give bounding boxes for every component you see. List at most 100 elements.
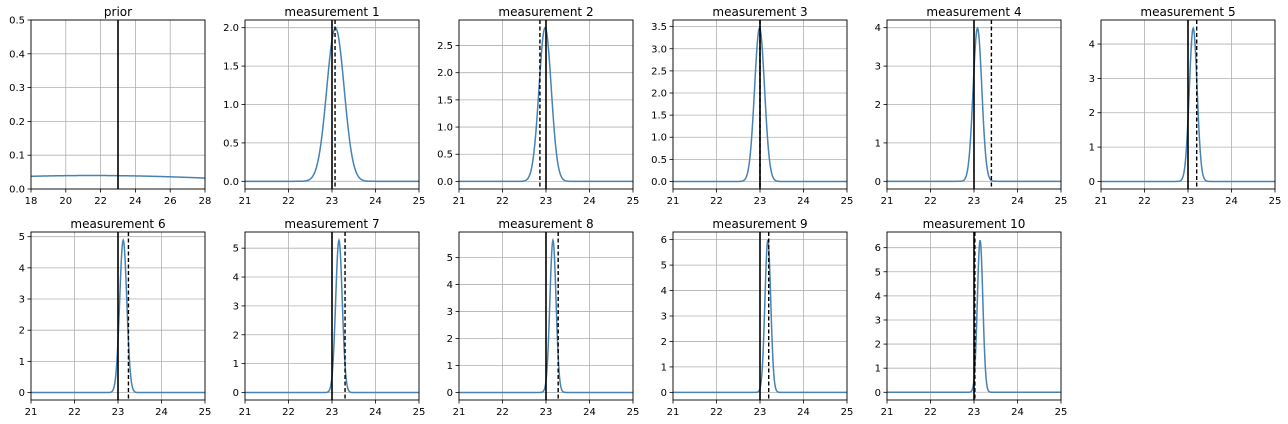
- x-tick-label: 20: [59, 196, 72, 207]
- y-tick-label: 2: [233, 330, 239, 341]
- y-tick-label: 3: [661, 312, 667, 323]
- y-tick-label: 4: [447, 280, 453, 291]
- y-tick-label: 0.3: [9, 83, 25, 94]
- y-tick-label: 3.0: [651, 44, 667, 55]
- x-tick-label: 24: [1011, 407, 1024, 418]
- y-tick-label: 4: [233, 273, 239, 284]
- x-tick-label: 21: [453, 196, 466, 207]
- y-tick-label: 1: [875, 138, 881, 149]
- y-tick-label: 2.5: [437, 41, 453, 52]
- x-tick-label: 22: [1138, 196, 1151, 207]
- x-tick-label: 18: [25, 196, 38, 207]
- x-tick-label: 25: [1055, 196, 1068, 207]
- x-tick-label: 24: [797, 407, 810, 418]
- x-tick-label: 25: [1269, 196, 1282, 207]
- y-tick-label: 0: [875, 388, 881, 399]
- subplot-3: 21 22 23 24 25 0.0 0.5 1.0 1.5 2.0 2.5 3.0 3.5 measur…: [651, 5, 853, 207]
- subplot-title: measurement 2: [498, 5, 593, 19]
- y-tick-label: 3: [19, 295, 25, 306]
- x-tick-label: 21: [453, 407, 466, 418]
- axes-frame: [30, 19, 206, 190]
- y-tick-label: 5: [233, 244, 239, 255]
- y-tick-label: 6: [661, 235, 667, 246]
- subplot-title: measurement 3: [712, 5, 807, 19]
- subplot-title: measurement 4: [926, 5, 1021, 19]
- y-tick-label: 4: [19, 263, 25, 274]
- x-tick-label: 23: [326, 196, 339, 207]
- x-tick-label: 24: [583, 196, 596, 207]
- x-tick-label: 24: [1225, 196, 1238, 207]
- x-tick-label: 21: [881, 196, 894, 207]
- y-tick-label: 1: [447, 361, 453, 372]
- y-tick-label: 0.0: [9, 185, 25, 196]
- y-tick-label: 2.5: [651, 66, 667, 77]
- x-tick-label: 24: [369, 196, 382, 207]
- y-tick-label: 5: [447, 253, 453, 264]
- x-tick-label: 21: [667, 196, 680, 207]
- x-tick-label: 24: [129, 196, 142, 207]
- y-tick-label: 1: [1089, 143, 1095, 154]
- y-tick-label: 3: [233, 301, 239, 312]
- x-tick-label: 23: [540, 196, 553, 207]
- x-tick-label: 23: [754, 196, 767, 207]
- subplot-title: measurement 6: [70, 217, 165, 231]
- y-tick-label: 1: [233, 359, 239, 370]
- y-tick-label: 4: [1089, 40, 1095, 51]
- x-tick-label: 23: [326, 407, 339, 418]
- y-tick-label: 0.2: [9, 117, 25, 128]
- y-tick-label: 0.4: [9, 49, 25, 60]
- x-tick-label: 21: [667, 407, 680, 418]
- y-tick-label: 2.0: [437, 68, 453, 79]
- y-tick-label: 4: [661, 286, 667, 297]
- y-tick-label: 0: [19, 388, 25, 399]
- y-tick-label: 4: [875, 23, 881, 34]
- y-tick-label: 0.5: [437, 150, 453, 161]
- x-tick-label: 23: [968, 407, 981, 418]
- y-tick-label: 0: [233, 388, 239, 399]
- y-tick-label: 1.5: [437, 95, 453, 106]
- y-tick-label: 1.0: [437, 123, 453, 134]
- x-tick-label: 22: [710, 196, 723, 207]
- subplot-0: 18 20 22 24 26 28 0.0 0.1 0.2 0.3 0.4 0.5 prior: [9, 5, 211, 207]
- y-tick-label: 2: [875, 100, 881, 111]
- x-tick-label: 22: [94, 196, 107, 207]
- x-tick-label: 24: [155, 407, 168, 418]
- x-tick-label: 23: [1182, 196, 1195, 207]
- y-tick-label: 1: [875, 364, 881, 375]
- x-tick-label: 22: [710, 407, 723, 418]
- x-tick-label: 23: [968, 196, 981, 207]
- y-tick-label: 0.1: [9, 151, 25, 162]
- y-tick-label: 5: [875, 267, 881, 278]
- y-tick-label: 4: [875, 291, 881, 302]
- y-tick-label: 2: [875, 340, 881, 351]
- x-tick-label: 21: [881, 407, 894, 418]
- subplot-title: measurement 7: [284, 217, 379, 231]
- x-tick-label: 22: [924, 196, 937, 207]
- x-tick-label: 22: [496, 407, 509, 418]
- y-tick-label: 0: [447, 388, 453, 399]
- x-tick-label: 25: [627, 196, 640, 207]
- y-tick-label: 3: [875, 315, 881, 326]
- y-tick-label: 1.0: [223, 100, 239, 111]
- x-tick-label: 23: [754, 407, 767, 418]
- y-tick-label: 6: [875, 243, 881, 254]
- y-tick-label: 3.5: [651, 22, 667, 33]
- subplot-title: prior: [104, 5, 132, 19]
- y-tick-label: 0.5: [651, 155, 667, 166]
- subplot-title: measurement 10: [923, 217, 1026, 231]
- x-tick-label: 21: [239, 196, 252, 207]
- x-tick-label: 24: [369, 407, 382, 418]
- y-tick-label: 2.0: [651, 88, 667, 99]
- subplot-title: measurement 5: [1140, 5, 1235, 19]
- x-tick-label: 25: [1055, 407, 1068, 418]
- y-tick-label: 5: [19, 232, 25, 243]
- x-tick-label: 25: [199, 407, 212, 418]
- x-tick-label: 25: [841, 407, 854, 418]
- y-tick-label: 0: [1089, 177, 1095, 188]
- x-tick-label: 21: [1095, 196, 1108, 207]
